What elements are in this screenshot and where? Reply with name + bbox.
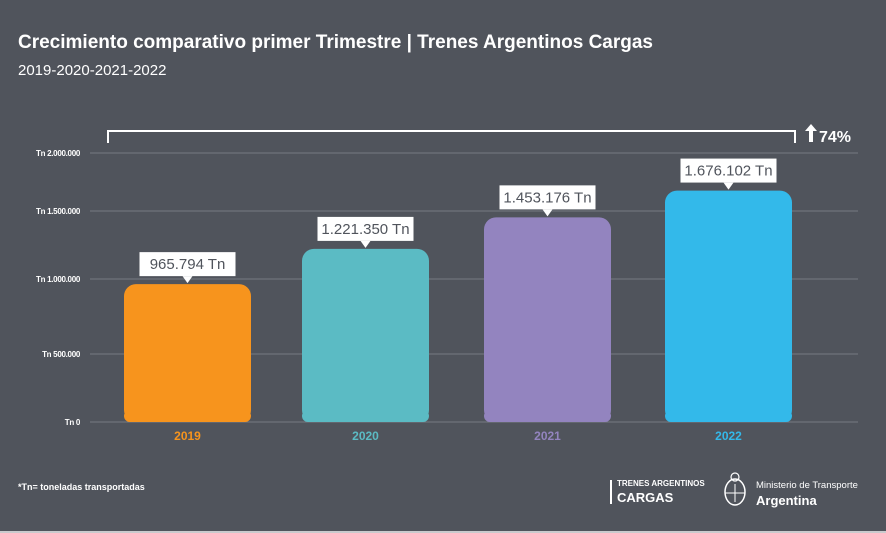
data-label: 1.221.350 Tn	[321, 221, 409, 238]
data-label-pointer	[542, 209, 553, 217]
y-tick-label: Tn 1.000.000	[36, 275, 81, 284]
data-label: 1.676.102 Tn	[684, 163, 772, 180]
data-label-box	[680, 158, 777, 183]
x-tick-label: 2022	[715, 429, 742, 443]
y-tick-label: Tn 0	[65, 418, 81, 427]
data-label-pointer	[182, 276, 193, 284]
data-label-box	[317, 216, 414, 241]
data-label-box	[139, 252, 236, 277]
bar-2022	[665, 190, 792, 422]
bar-base	[124, 410, 251, 422]
y-tick-label: Tn 2.000.000	[36, 149, 81, 158]
brand-line1: TRENES ARGENTINOS	[617, 479, 705, 488]
y-tick-label: Tn 1.500.000	[36, 207, 81, 216]
arrow-up-icon	[805, 124, 817, 142]
x-tick-label: 2020	[352, 429, 379, 443]
brand-line2: CARGAS	[617, 490, 674, 505]
bar-base	[302, 410, 429, 422]
bar-2020	[302, 248, 429, 422]
bar-2019	[124, 284, 251, 422]
ministry-line2: Argentina	[756, 492, 817, 508]
data-label: 1.453.176 Tn	[503, 189, 591, 206]
bottom-border	[0, 531, 886, 533]
bar-base	[484, 410, 611, 422]
data-label-pointer	[723, 182, 734, 190]
data-label-box	[499, 185, 596, 210]
data-label: 965.794 Tn	[150, 256, 226, 273]
bar-base	[665, 410, 792, 422]
x-tick-label: 2019	[174, 429, 201, 443]
ministerio-logo: Ministerio de Transporte Argentina	[756, 481, 858, 507]
trenes-argentinos-logo: TRENES ARGENTINOS CARGAS	[610, 480, 705, 504]
data-label-pointer	[360, 240, 371, 248]
chart-subtitle: 2019-2020-2021-2022	[18, 62, 167, 79]
ministry-line1: Ministerio de Transporte	[756, 480, 858, 491]
growth-percentage: 74%	[819, 129, 851, 146]
bar-2021	[484, 217, 611, 422]
y-tick-label: Tn 500.000	[42, 350, 81, 359]
coat-of-arms-icon	[724, 472, 746, 506]
growth-bracket	[107, 130, 796, 143]
footnote: *Tn= toneladas transportadas	[18, 482, 145, 492]
chart-title: Crecimiento comparativo primer Trimestre…	[18, 32, 653, 53]
x-tick-label: 2021	[534, 429, 561, 443]
